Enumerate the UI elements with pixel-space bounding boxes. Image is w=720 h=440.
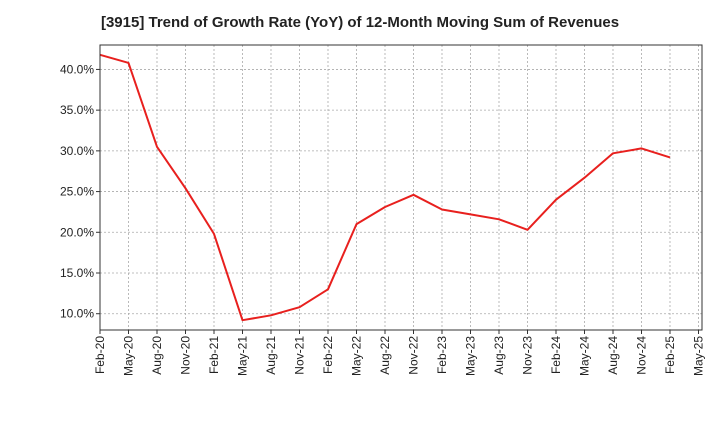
x-tick-label: Nov-24 bbox=[635, 336, 649, 375]
y-tick-label: 20.0% bbox=[60, 225, 94, 239]
x-tick-label: May-22 bbox=[350, 336, 364, 376]
series-layer bbox=[99, 53, 671, 322]
x-tick-label: Nov-20 bbox=[179, 336, 193, 375]
x-tick-label: Aug-22 bbox=[378, 336, 392, 375]
y-tick-label: 10.0% bbox=[60, 307, 94, 321]
plot-background bbox=[100, 45, 702, 330]
x-tick-label: Feb-20 bbox=[93, 336, 107, 374]
grid-layer bbox=[100, 45, 702, 330]
x-tick-label: Nov-22 bbox=[407, 336, 421, 375]
x-tick-label: Feb-21 bbox=[207, 336, 221, 374]
x-axis-ticks: Feb-20 May-20 Aug-20 Nov-20 Feb-21 May-21 Aug-… bbox=[93, 330, 706, 376]
x-tick-label: Aug-20 bbox=[150, 336, 164, 375]
x-tick-label: Feb-25 bbox=[663, 336, 677, 374]
x-tick-label: May-21 bbox=[236, 336, 250, 376]
y-tick-label: 30.0% bbox=[60, 144, 94, 158]
y-tick-label: 35.0% bbox=[60, 103, 94, 117]
x-tick-label: Nov-23 bbox=[521, 336, 535, 375]
x-tick-label: Feb-22 bbox=[321, 336, 335, 374]
y-tick-label: 15.0% bbox=[60, 266, 94, 280]
x-tick-label: Feb-23 bbox=[435, 336, 449, 374]
x-tick-label: Feb-24 bbox=[549, 336, 563, 374]
x-tick-label: Aug-23 bbox=[492, 336, 506, 375]
x-tick-label: Aug-21 bbox=[264, 336, 278, 375]
x-tick-label: Nov-21 bbox=[293, 336, 307, 375]
series-line-0 bbox=[99, 53, 671, 322]
y-tick-label: 40.0% bbox=[60, 62, 94, 76]
y-axis-ticks: 10.0% 15.0% 20.0% 25.0% 30.0% 35.0% 40.0% bbox=[60, 62, 100, 321]
x-tick-label: May-24 bbox=[578, 336, 592, 376]
x-tick-label: May-20 bbox=[122, 336, 136, 376]
y-tick-label: 25.0% bbox=[60, 185, 94, 199]
x-tick-label: Aug-24 bbox=[606, 336, 620, 375]
x-tick-label: May-25 bbox=[692, 336, 706, 376]
chart-title: [3915] Trend of Growth Rate (YoY) of 12-… bbox=[100, 14, 620, 31]
x-tick-label: May-23 bbox=[464, 336, 478, 376]
plot-frame bbox=[99, 44, 703, 331]
